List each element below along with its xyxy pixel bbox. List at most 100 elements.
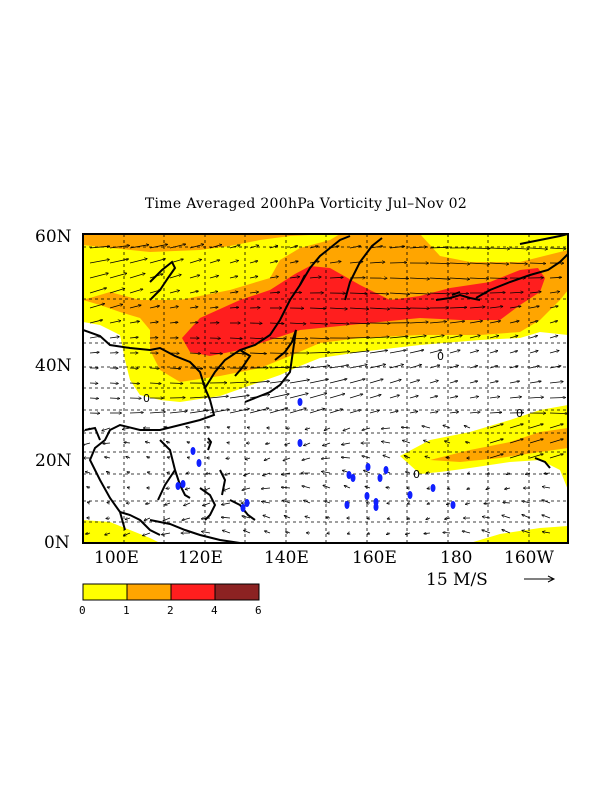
wind-vector-arrow: [185, 488, 191, 490]
wind-vector-arrow: [165, 503, 171, 505]
wind-vector-arrow: [464, 426, 471, 429]
wind-vector-arrow: [289, 338, 308, 339]
wind-vector-arrow: [289, 293, 302, 294]
lon-label-160w: 160W: [504, 548, 554, 568]
wind-vector-arrow: [85, 533, 91, 534]
wind-vector-arrow: [189, 275, 200, 279]
wind-vector-arrow: [302, 486, 311, 489]
colorbar-segment-2-4: [170, 583, 216, 601]
tropical-storm-icon: [364, 492, 370, 500]
wind-vector-arrow: [427, 503, 430, 504]
wind-vector-arrow: [389, 380, 401, 384]
wind-vector-arrow: [209, 260, 220, 264]
wind-vector-arrow: [389, 350, 406, 354]
wind-vector-arrow: [169, 322, 178, 323]
wind-vector-arrow: [489, 248, 510, 249]
wind-vector-arrow: [429, 335, 444, 339]
colorbar-segment-0-1: [82, 583, 128, 601]
wind-vector-arrow: [349, 246, 361, 249]
wind-vector-arrow: [389, 364, 404, 369]
wind-vector-arrow: [283, 457, 291, 461]
wind-vector-arrow: [409, 293, 430, 294]
wind-vector-arrow: [262, 472, 271, 476]
wind-vector-arrow: [269, 353, 288, 354]
wind-vector-arrow: [509, 439, 523, 444]
wind-vector-arrow: [341, 457, 351, 458]
wind-vector-arrow: [249, 338, 264, 339]
wind-vector-arrow: [105, 533, 111, 535]
wind-vector-arrow: [269, 408, 288, 414]
wind-vector-arrow: [124, 532, 131, 536]
wind-vector-arrow: [85, 472, 91, 473]
wind-vector-arrow: [363, 470, 371, 474]
wind-vector-arrow: [289, 366, 310, 369]
wind-vector-arrow: [381, 428, 391, 429]
wind-vector-arrow: [349, 365, 367, 369]
wind-vector-arrow: [489, 278, 507, 279]
wind-vector-arrow: [269, 246, 278, 249]
wind-vector-arrow: [489, 439, 503, 444]
tropical-storm-icon: [383, 466, 389, 474]
wind-vector-arrow: [209, 353, 223, 354]
wind-vector-arrow: [469, 248, 490, 249]
wind-vector-arrow: [263, 515, 271, 519]
wind-vector-arrow: [489, 454, 503, 459]
wind-vector-arrow: [369, 262, 385, 263]
vorticity-band-yellow-south-west: [83, 520, 160, 543]
wind-vector-arrow: [289, 408, 306, 414]
wind-vector-arrow: [423, 440, 431, 444]
wind-vector-arrow: [129, 289, 143, 294]
wind-vector-arrow: [305, 516, 311, 518]
wind-vector-arrow: [429, 263, 450, 264]
wind-vector-arrow: [329, 246, 339, 249]
wind-vector-arrow: [109, 398, 120, 399]
wind-vector-arrow: [189, 410, 209, 414]
wind-vector-arrow: [542, 532, 551, 533]
tropical-storm-icon: [196, 459, 202, 467]
wind-vector-arrow: [326, 517, 331, 518]
wind-vector-arrow: [169, 244, 186, 249]
wind-vector-arrow: [89, 288, 107, 294]
wind-vector-arrow: [449, 350, 460, 354]
wind-vector-arrow: [124, 442, 131, 443]
wind-vector-arrow: [409, 350, 424, 354]
wind-vector-arrow: [349, 394, 363, 399]
wind-vector-arrow: [401, 427, 411, 428]
wind-vector-arrow: [469, 278, 489, 279]
wind-vector-arrow: [469, 412, 480, 413]
wind-vector-arrow: [142, 532, 151, 536]
wind-vector-arrow: [367, 518, 370, 519]
wind-vector-arrow: [242, 516, 251, 519]
wind-vector-arrow: [149, 259, 166, 264]
wind-vector-arrow: [525, 473, 531, 474]
lon-label-100e: 100E: [94, 548, 139, 568]
wind-vector-arrow: [169, 306, 179, 308]
wind-vector-arrow: [369, 350, 388, 354]
wind-vector-arrow: [362, 456, 371, 459]
contour-label-zero-3: 0: [516, 407, 523, 420]
tropical-storm-icon: [297, 439, 303, 447]
wind-vector-arrow: [329, 365, 349, 369]
wind-vector-arrow: [409, 336, 426, 339]
wind-vector-arrow: [289, 393, 308, 399]
wind-vector-arrow: [89, 398, 99, 399]
wind-vector-arrow: [249, 261, 258, 264]
wind-vector-arrow: [422, 426, 431, 429]
wind-vector-arrow: [309, 409, 325, 414]
wind-vector-arrow: [282, 500, 291, 504]
wind-vector-arrow: [229, 245, 240, 249]
wind-vector-arrow: [205, 473, 211, 474]
wind-vector-arrow: [409, 380, 420, 384]
wind-vector-arrow: [125, 518, 131, 520]
wind-vector-arrow: [349, 262, 363, 263]
wind-vector-arrow: [502, 515, 511, 519]
wind-vector-arrow: [186, 427, 191, 429]
wind-vector-arrow: [425, 456, 431, 458]
wind-vector-arrow: [129, 305, 141, 309]
wind-vector-arrow: [389, 293, 410, 294]
wind-vector-arrow: [106, 518, 111, 519]
wind-vector-arrow: [449, 321, 465, 324]
wind-vector-arrow: [383, 455, 391, 459]
wind-vector-arrow: [166, 442, 171, 444]
wind-vector-arrow: [161, 533, 171, 535]
